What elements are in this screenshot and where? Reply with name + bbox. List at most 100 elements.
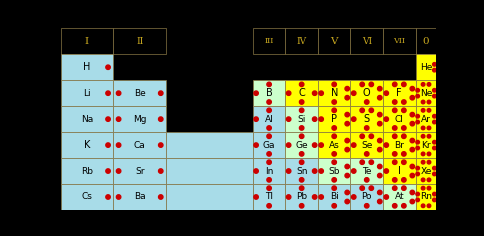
Text: Br: Br	[393, 141, 403, 150]
Circle shape	[359, 134, 363, 139]
Circle shape	[312, 91, 316, 95]
Circle shape	[106, 91, 110, 95]
Circle shape	[432, 88, 435, 92]
Circle shape	[286, 195, 290, 199]
Circle shape	[401, 82, 405, 87]
Bar	[382, 106, 415, 132]
Circle shape	[116, 117, 121, 121]
Bar	[415, 132, 436, 158]
Circle shape	[299, 82, 303, 87]
Circle shape	[286, 143, 290, 147]
Circle shape	[426, 100, 430, 104]
Circle shape	[409, 199, 414, 204]
Circle shape	[312, 117, 316, 121]
Circle shape	[351, 117, 355, 121]
Text: Sb: Sb	[328, 167, 339, 176]
Circle shape	[392, 134, 396, 139]
Circle shape	[432, 172, 435, 176]
Circle shape	[377, 148, 381, 152]
Bar	[318, 184, 350, 210]
Circle shape	[409, 138, 414, 143]
Bar	[113, 158, 166, 184]
Circle shape	[331, 204, 336, 208]
Bar	[166, 132, 252, 158]
Circle shape	[401, 186, 405, 190]
Circle shape	[426, 83, 430, 86]
Circle shape	[383, 169, 388, 173]
Text: O: O	[362, 88, 370, 98]
Circle shape	[266, 152, 271, 156]
Circle shape	[344, 138, 348, 143]
Text: B: B	[265, 88, 272, 98]
Circle shape	[344, 173, 348, 178]
Bar	[415, 54, 436, 80]
Text: Rn: Rn	[419, 193, 431, 202]
Circle shape	[426, 204, 430, 208]
Circle shape	[331, 134, 336, 139]
Bar	[252, 80, 285, 106]
Circle shape	[421, 126, 424, 130]
Circle shape	[253, 91, 258, 95]
Bar	[285, 132, 318, 158]
Circle shape	[392, 100, 396, 104]
Text: At: At	[393, 193, 403, 202]
Text: N: N	[330, 88, 337, 98]
Circle shape	[377, 86, 381, 91]
Circle shape	[364, 126, 368, 130]
Text: Kr: Kr	[421, 141, 430, 150]
Circle shape	[286, 91, 290, 95]
Circle shape	[426, 152, 430, 156]
Circle shape	[359, 82, 363, 87]
Circle shape	[331, 82, 336, 87]
Circle shape	[364, 178, 368, 182]
Circle shape	[158, 117, 163, 121]
Text: I: I	[397, 166, 400, 176]
Circle shape	[364, 152, 368, 156]
Circle shape	[383, 117, 388, 121]
Circle shape	[421, 135, 424, 138]
Circle shape	[401, 126, 405, 130]
Circle shape	[266, 108, 271, 113]
Bar	[350, 106, 382, 132]
Circle shape	[344, 122, 348, 126]
Circle shape	[364, 100, 368, 104]
Circle shape	[299, 134, 303, 139]
Circle shape	[392, 126, 396, 130]
Bar	[113, 132, 166, 158]
Circle shape	[116, 91, 121, 95]
Circle shape	[116, 169, 121, 173]
Circle shape	[253, 143, 258, 147]
Circle shape	[409, 112, 414, 117]
Bar	[350, 80, 382, 106]
Text: Si: Si	[297, 115, 305, 124]
Circle shape	[401, 134, 405, 139]
Circle shape	[158, 195, 163, 199]
Circle shape	[421, 109, 424, 112]
Circle shape	[415, 94, 419, 98]
Text: He: He	[419, 63, 431, 72]
Circle shape	[344, 190, 348, 195]
Circle shape	[368, 160, 373, 164]
Bar	[166, 54, 252, 80]
Circle shape	[392, 108, 396, 113]
Circle shape	[253, 169, 258, 173]
Bar	[60, 132, 113, 158]
Text: Al: Al	[264, 115, 273, 124]
Circle shape	[383, 143, 388, 147]
Circle shape	[368, 134, 373, 139]
Circle shape	[415, 140, 419, 144]
Circle shape	[351, 195, 355, 199]
Circle shape	[318, 91, 323, 95]
Bar	[60, 54, 113, 80]
Circle shape	[415, 198, 419, 202]
Text: C: C	[298, 88, 304, 98]
Bar	[382, 158, 415, 184]
Bar	[166, 28, 252, 54]
Circle shape	[377, 122, 381, 126]
Bar	[166, 184, 252, 210]
Circle shape	[401, 152, 405, 156]
Circle shape	[401, 108, 405, 113]
Circle shape	[421, 178, 424, 182]
Text: Ge: Ge	[295, 141, 307, 150]
Text: V: V	[330, 37, 337, 46]
